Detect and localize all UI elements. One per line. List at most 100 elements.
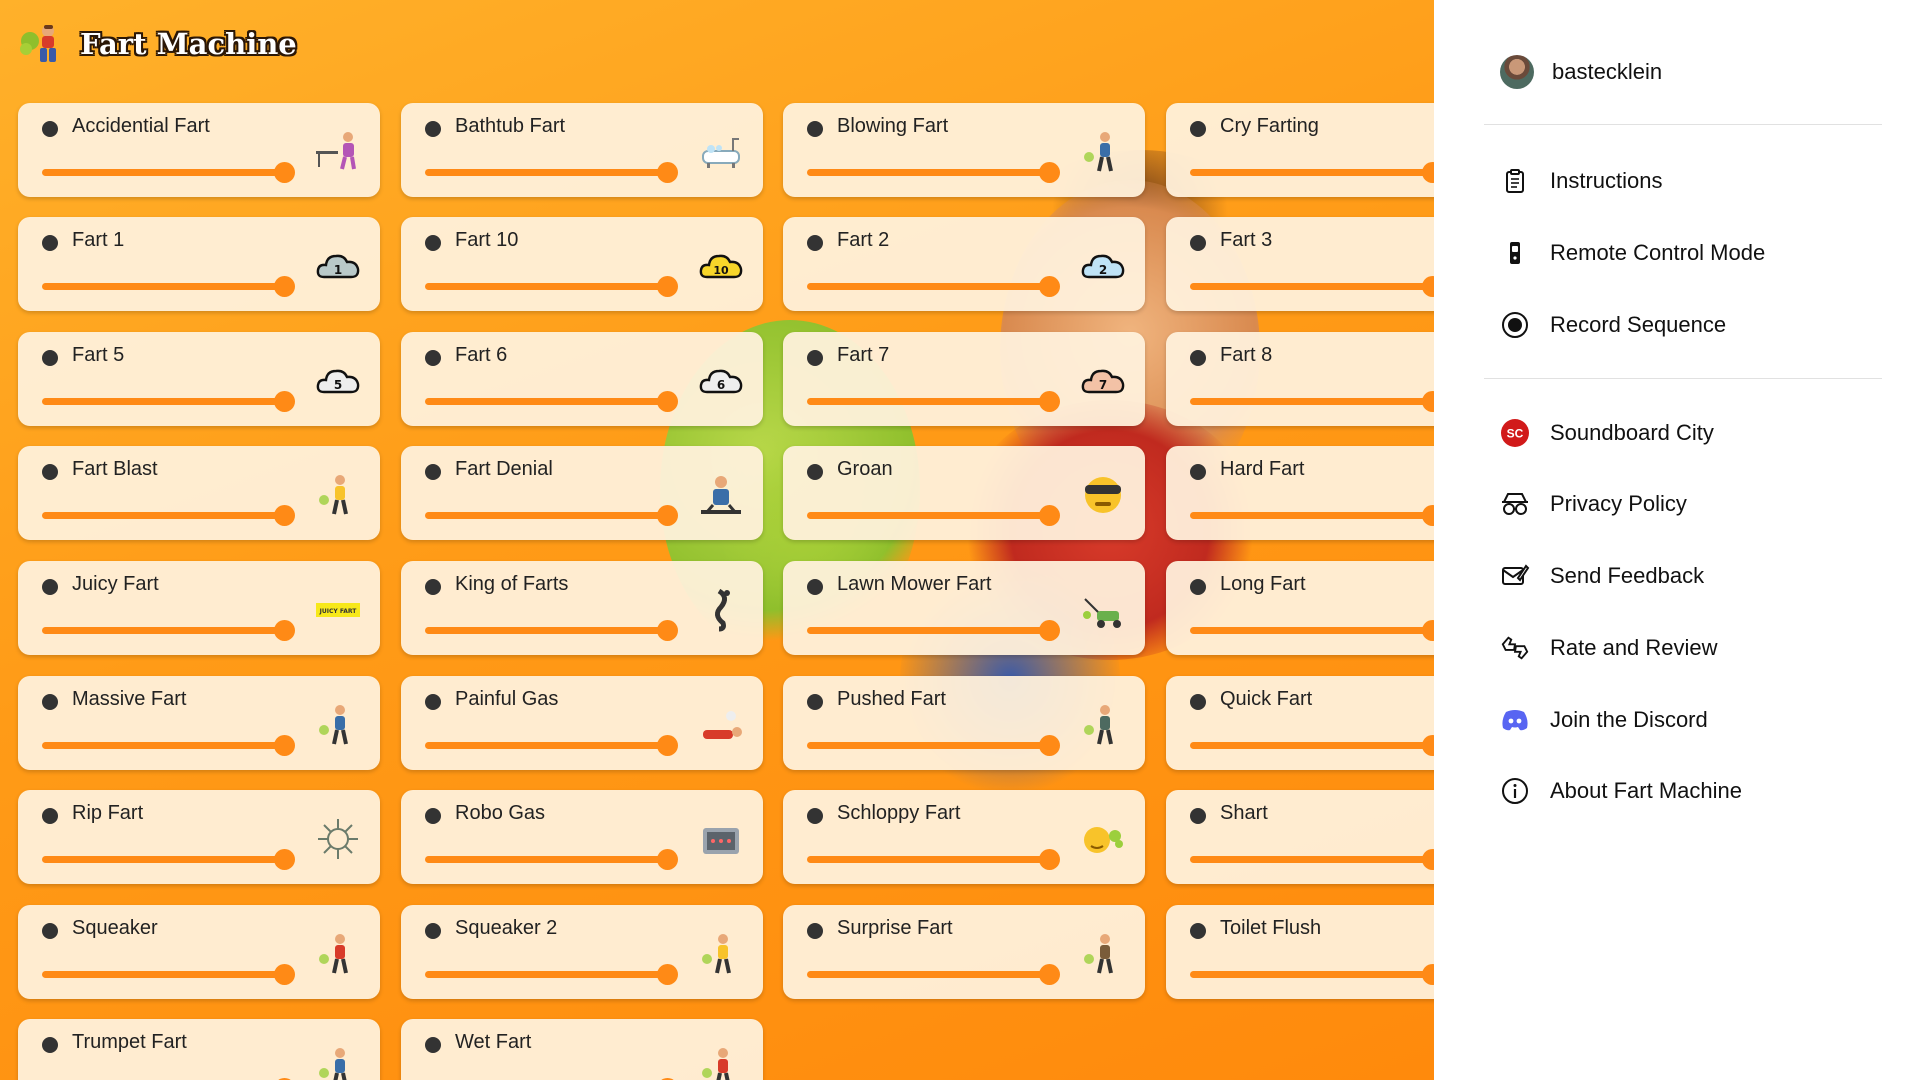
volume-slider-track[interactable] xyxy=(1190,512,1434,519)
volume-slider-knob[interactable] xyxy=(1422,505,1434,526)
volume-slider-knob[interactable] xyxy=(274,620,295,641)
volume-slider-knob[interactable] xyxy=(657,735,678,756)
volume-slider-track[interactable] xyxy=(42,971,286,978)
volume-slider-track[interactable] xyxy=(425,627,669,634)
sound-card[interactable]: Groan xyxy=(783,446,1145,540)
sound-card[interactable]: Trumpet Fart xyxy=(18,1019,380,1080)
volume-slider-track[interactable] xyxy=(807,283,1051,290)
menu-item-privacy-policy[interactable]: Privacy Policy xyxy=(1500,487,1687,521)
volume-slider-track[interactable] xyxy=(807,627,1051,634)
volume-slider-track[interactable] xyxy=(807,512,1051,519)
play-indicator-dot[interactable] xyxy=(425,464,441,480)
play-indicator-dot[interactable] xyxy=(425,350,441,366)
play-indicator-dot[interactable] xyxy=(425,1037,441,1053)
sound-card[interactable]: Wet Fart xyxy=(401,1019,763,1080)
sound-card[interactable]: Cry Farting xyxy=(1166,103,1434,197)
play-indicator-dot[interactable] xyxy=(42,808,58,824)
volume-slider-track[interactable] xyxy=(425,512,669,519)
menu-item-about[interactable]: About Fart Machine xyxy=(1500,774,1742,808)
play-indicator-dot[interactable] xyxy=(42,121,58,137)
volume-slider-knob[interactable] xyxy=(1422,162,1434,183)
play-indicator-dot[interactable] xyxy=(807,923,823,939)
play-indicator-dot[interactable] xyxy=(1190,464,1206,480)
play-indicator-dot[interactable] xyxy=(42,1037,58,1053)
sound-card[interactable]: Squeaker xyxy=(18,905,380,999)
volume-slider-knob[interactable] xyxy=(274,391,295,412)
volume-slider-track[interactable] xyxy=(807,742,1051,749)
volume-slider-knob[interactable] xyxy=(657,620,678,641)
volume-slider-track[interactable] xyxy=(1190,971,1434,978)
volume-slider-track[interactable] xyxy=(807,169,1051,176)
play-indicator-dot[interactable] xyxy=(425,694,441,710)
play-indicator-dot[interactable] xyxy=(1190,808,1206,824)
volume-slider-knob[interactable] xyxy=(274,505,295,526)
play-indicator-dot[interactable] xyxy=(807,694,823,710)
volume-slider-track[interactable] xyxy=(1190,169,1434,176)
volume-slider-knob[interactable] xyxy=(657,505,678,526)
volume-slider-knob[interactable] xyxy=(1039,276,1060,297)
play-indicator-dot[interactable] xyxy=(42,694,58,710)
volume-slider-knob[interactable] xyxy=(1039,162,1060,183)
sound-card[interactable]: Schloppy Fart xyxy=(783,790,1145,884)
play-indicator-dot[interactable] xyxy=(42,350,58,366)
play-indicator-dot[interactable] xyxy=(1190,235,1206,251)
volume-slider-track[interactable] xyxy=(425,169,669,176)
play-indicator-dot[interactable] xyxy=(1190,579,1206,595)
play-indicator-dot[interactable] xyxy=(42,923,58,939)
volume-slider-track[interactable] xyxy=(42,169,286,176)
sound-card[interactable]: Fart 3 xyxy=(1166,217,1434,311)
sound-card[interactable]: Fart 8 xyxy=(1166,332,1434,426)
volume-slider-knob[interactable] xyxy=(274,162,295,183)
play-indicator-dot[interactable] xyxy=(1190,350,1206,366)
volume-slider-track[interactable] xyxy=(42,856,286,863)
user-profile[interactable]: bastecklein xyxy=(1500,55,1662,89)
sound-card[interactable]: Fart 1 1 xyxy=(18,217,380,311)
volume-slider-track[interactable] xyxy=(425,971,669,978)
volume-slider-knob[interactable] xyxy=(1422,276,1434,297)
volume-slider-knob[interactable] xyxy=(1039,620,1060,641)
sound-card[interactable]: Lawn Mower Fart xyxy=(783,561,1145,655)
volume-slider-track[interactable] xyxy=(1190,742,1434,749)
volume-slider-knob[interactable] xyxy=(274,849,295,870)
volume-slider-knob[interactable] xyxy=(657,964,678,985)
play-indicator-dot[interactable] xyxy=(1190,923,1206,939)
volume-slider-knob[interactable] xyxy=(1039,849,1060,870)
volume-slider-knob[interactable] xyxy=(657,1078,678,1080)
volume-slider-track[interactable] xyxy=(1190,398,1434,405)
sound-card[interactable]: Fart 5 5 xyxy=(18,332,380,426)
sound-card[interactable]: Rip Fart xyxy=(18,790,380,884)
sound-card[interactable]: Juicy Fart JUICY FART xyxy=(18,561,380,655)
volume-slider-knob[interactable] xyxy=(657,391,678,412)
sound-card[interactable]: Fart 6 6 xyxy=(401,332,763,426)
volume-slider-knob[interactable] xyxy=(657,276,678,297)
volume-slider-track[interactable] xyxy=(1190,627,1434,634)
play-indicator-dot[interactable] xyxy=(425,808,441,824)
sound-card[interactable]: Painful Gas xyxy=(401,676,763,770)
volume-slider-track[interactable] xyxy=(1190,283,1434,290)
play-indicator-dot[interactable] xyxy=(425,579,441,595)
volume-slider-track[interactable] xyxy=(425,398,669,405)
volume-slider-track[interactable] xyxy=(425,283,669,290)
volume-slider-knob[interactable] xyxy=(274,1078,295,1080)
sound-card[interactable]: Fart 7 7 xyxy=(783,332,1145,426)
play-indicator-dot[interactable] xyxy=(1190,694,1206,710)
menu-item-instructions[interactable]: Instructions xyxy=(1500,164,1663,198)
sound-card[interactable]: Toilet Flush xyxy=(1166,905,1434,999)
volume-slider-knob[interactable] xyxy=(1422,735,1434,756)
play-indicator-dot[interactable] xyxy=(807,464,823,480)
sound-card[interactable]: Robo Gas xyxy=(401,790,763,884)
volume-slider-track[interactable] xyxy=(807,398,1051,405)
menu-item-soundboard-city[interactable]: SC Soundboard City xyxy=(1500,416,1714,450)
sound-card[interactable]: Massive Fart xyxy=(18,676,380,770)
volume-slider-track[interactable] xyxy=(42,742,286,749)
play-indicator-dot[interactable] xyxy=(807,350,823,366)
menu-item-rate-review[interactable]: Rate and Review xyxy=(1500,631,1718,665)
volume-slider-knob[interactable] xyxy=(1039,391,1060,412)
sound-card[interactable]: Fart 10 10 xyxy=(401,217,763,311)
volume-slider-knob[interactable] xyxy=(657,849,678,870)
menu-item-remote-control[interactable]: Remote Control Mode xyxy=(1500,236,1765,270)
play-indicator-dot[interactable] xyxy=(807,808,823,824)
play-indicator-dot[interactable] xyxy=(1190,121,1206,137)
play-indicator-dot[interactable] xyxy=(425,121,441,137)
volume-slider-knob[interactable] xyxy=(1422,849,1434,870)
